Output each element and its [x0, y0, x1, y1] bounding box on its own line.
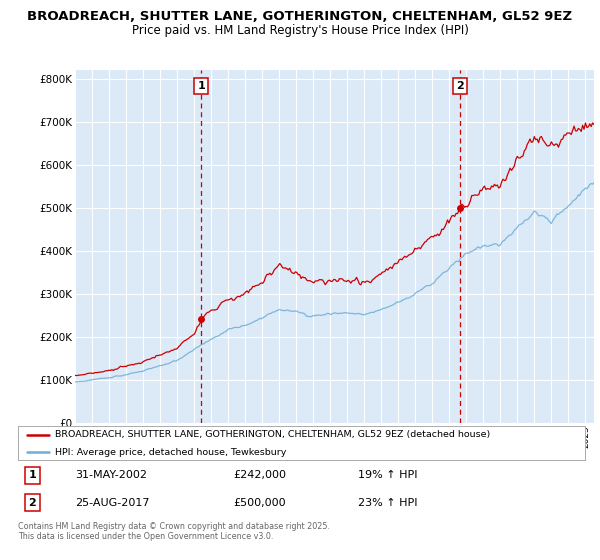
- Text: BROADREACH, SHUTTER LANE, GOTHERINGTON, CHELTENHAM, GL52 9EZ (detached house): BROADREACH, SHUTTER LANE, GOTHERINGTON, …: [55, 431, 490, 440]
- Text: 2: 2: [28, 498, 36, 507]
- Text: £242,000: £242,000: [233, 470, 286, 480]
- Text: 2: 2: [457, 81, 464, 91]
- Text: Price paid vs. HM Land Registry's House Price Index (HPI): Price paid vs. HM Land Registry's House …: [131, 24, 469, 37]
- Text: 31-MAY-2002: 31-MAY-2002: [75, 470, 146, 480]
- Text: £500,000: £500,000: [233, 498, 286, 507]
- Text: 19% ↑ HPI: 19% ↑ HPI: [358, 470, 418, 480]
- Text: HPI: Average price, detached house, Tewkesbury: HPI: Average price, detached house, Tewk…: [55, 448, 286, 457]
- Text: 1: 1: [28, 470, 36, 480]
- Text: Contains HM Land Registry data © Crown copyright and database right 2025.
This d: Contains HM Land Registry data © Crown c…: [18, 522, 330, 542]
- Text: 23% ↑ HPI: 23% ↑ HPI: [358, 498, 418, 507]
- Text: 1: 1: [197, 81, 205, 91]
- Text: 25-AUG-2017: 25-AUG-2017: [75, 498, 149, 507]
- Text: BROADREACH, SHUTTER LANE, GOTHERINGTON, CHELTENHAM, GL52 9EZ: BROADREACH, SHUTTER LANE, GOTHERINGTON, …: [28, 10, 572, 23]
